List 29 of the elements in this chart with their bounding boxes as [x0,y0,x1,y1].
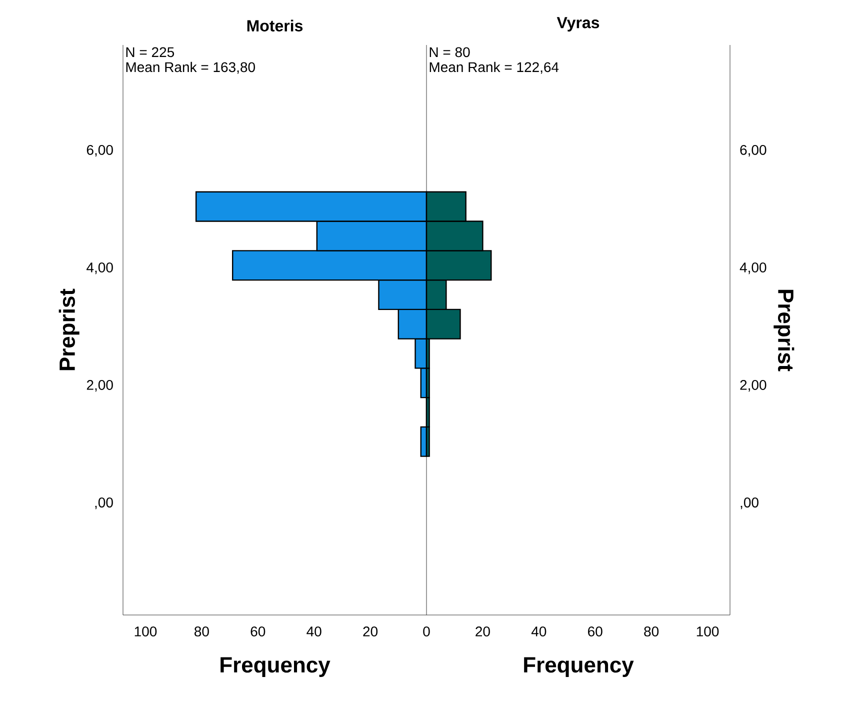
x-tick-label: 80 [644,626,659,636]
x-axis-title: Frequency [220,657,330,677]
x-tick-label: 0 [423,626,430,636]
y-tick-label: 2,00 [86,380,113,392]
y-tick-label: 4,00 [86,262,113,274]
annotation: Mean Rank = 163,80 [126,62,255,74]
y-tick-label: 6,00 [740,144,766,157]
x-tick-label: 20 [363,626,378,636]
x-tick-label: 60 [250,626,266,636]
annotation: Mean Rank = 122,64 [430,62,559,74]
x-axis-title: Frequency [524,657,634,677]
chart-title: Vyras [556,17,600,32]
annotation: N = 225 [126,47,174,58]
x-tick-label: 80 [194,626,209,636]
y-tick-label: ,00 [740,498,758,510]
x-tick-label: 100 [134,626,157,636]
x-tick-label: 100 [696,626,719,636]
y-axis-title: Preprist [774,290,794,372]
y-tick-label: 2,00 [740,380,766,392]
x-tick-label: 40 [531,626,546,636]
chart-title: Moteris [247,20,303,32]
x-tick-label: 20 [476,626,490,636]
x-tick-label: 40 [306,626,322,636]
y-tick-label: 4,00 [740,262,766,274]
y-tick-label: 6,00 [86,144,113,157]
y-axis-title: Preprist [58,288,80,370]
x-tick-label: 60 [588,626,602,636]
annotation: N = 80 [430,47,470,58]
y-tick-label: ,00 [95,498,113,510]
